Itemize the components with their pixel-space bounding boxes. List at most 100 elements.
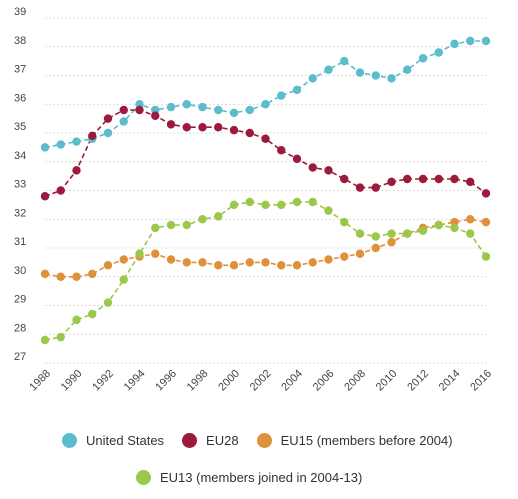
data-point-3-1998 <box>198 215 207 224</box>
data-point-0-1990 <box>72 137 81 146</box>
data-point-3-1992 <box>103 298 113 307</box>
data-point-2-1999 <box>214 261 223 270</box>
data-point-2-2007 <box>340 252 349 261</box>
data-point-2-2004 <box>292 261 302 270</box>
legend-row-2: EU13 (members joined in 2004-13) <box>136 470 380 485</box>
grid-lines <box>45 17 486 364</box>
y-tick-label-27: 27 <box>14 351 26 363</box>
x-tick-label-2006: 2006 <box>311 368 337 394</box>
data-point-3-1995 <box>151 223 160 233</box>
data-point-0-1988 <box>40 143 50 152</box>
series-lines <box>40 36 491 345</box>
data-point-0-1998 <box>198 102 207 112</box>
data-point-1-1992 <box>103 114 113 123</box>
legend-label-united-states: United States <box>86 433 165 448</box>
data-point-0-2005 <box>308 74 317 83</box>
data-point-0-2013 <box>434 48 443 57</box>
data-point-3-2003 <box>277 200 286 210</box>
data-point-2-2010 <box>387 238 396 247</box>
data-point-0-2016 <box>481 36 491 46</box>
data-point-2-1995 <box>151 249 160 258</box>
series-line-0 <box>44 40 486 149</box>
data-point-3-2012 <box>418 226 428 235</box>
y-tick-label-32: 32 <box>14 207 26 219</box>
data-point-2-2009 <box>371 243 380 253</box>
legend-row-1: United States EU28 EU15 (members before … <box>62 433 471 448</box>
legend-label-eu15: EU15 (members before 2004) <box>280 433 453 448</box>
data-point-2-1993 <box>119 255 128 264</box>
data-point-0-2011 <box>403 65 412 74</box>
data-point-2-1991 <box>88 269 97 279</box>
data-point-3-1993 <box>119 275 128 284</box>
data-point-1-1995 <box>151 111 160 120</box>
data-point-1-2001 <box>245 128 254 138</box>
data-point-0-2004 <box>292 85 302 95</box>
x-tick-label-1998: 1998 <box>185 368 211 394</box>
data-point-2-1997 <box>182 258 191 267</box>
x-tick-label-1990: 1990 <box>59 368 85 394</box>
data-point-3-1994 <box>135 249 144 258</box>
data-point-0-2002 <box>261 100 270 109</box>
x-tick-label-2014: 2014 <box>437 368 463 394</box>
data-point-3-2015 <box>466 229 475 238</box>
y-tick-label-35: 35 <box>14 121 26 133</box>
x-tick-label-2012: 2012 <box>405 368 431 394</box>
data-point-1-2000 <box>229 125 239 135</box>
data-point-2-1998 <box>198 258 207 267</box>
data-point-2-2002 <box>261 258 270 267</box>
data-point-0-1992 <box>103 128 113 138</box>
data-point-0-2006 <box>324 65 333 74</box>
data-point-0-2001 <box>245 105 254 115</box>
legend-label-eu13: EU13 (members joined in 2004-13) <box>160 470 363 485</box>
data-point-2-1990 <box>72 272 81 281</box>
data-point-1-1993 <box>119 105 128 115</box>
data-point-1-1990 <box>72 166 81 175</box>
series-line-1 <box>44 109 487 198</box>
data-point-1-2010 <box>387 177 396 187</box>
y-tick-label-38: 38 <box>14 35 26 47</box>
data-point-1-2014 <box>450 174 459 184</box>
data-point-2-1996 <box>166 255 176 264</box>
data-point-1-1999 <box>214 123 223 132</box>
y-tick-label-31: 31 <box>14 236 26 248</box>
y-tick-label-33: 33 <box>14 179 26 191</box>
data-point-3-1999 <box>214 212 223 221</box>
data-point-3-1996 <box>166 220 176 230</box>
x-tick-label-2010: 2010 <box>374 368 400 394</box>
data-point-3-2009 <box>371 232 380 241</box>
data-point-0-2007 <box>340 56 349 66</box>
x-tick-label-2004: 2004 <box>279 368 305 394</box>
x-tick-label-2016: 2016 <box>468 368 494 394</box>
legend-swatch-united-states <box>62 433 77 448</box>
data-point-3-1991 <box>88 309 97 319</box>
data-point-1-1994 <box>135 105 144 115</box>
y-tick-label-34: 34 <box>14 150 26 162</box>
data-point-1-1991 <box>88 131 97 141</box>
legend-swatch-eu15 <box>256 433 272 448</box>
data-point-1-1988 <box>40 192 50 201</box>
data-point-3-2002 <box>261 200 270 210</box>
legend-item-eu15: EU15 (members before 2004) <box>256 433 453 448</box>
data-point-1-2012 <box>418 174 428 184</box>
data-point-2-2000 <box>229 261 239 270</box>
x-tick-label-1996: 1996 <box>153 368 179 394</box>
data-point-0-2010 <box>387 74 396 83</box>
data-point-0-1995 <box>151 105 160 115</box>
data-point-2-2016 <box>481 217 491 227</box>
data-point-3-2005 <box>308 197 317 207</box>
data-point-0-2015 <box>466 36 475 46</box>
data-point-1-2016 <box>481 189 491 198</box>
data-point-1-1998 <box>198 123 207 132</box>
data-point-2-2006 <box>324 255 333 264</box>
data-point-0-1993 <box>119 117 128 126</box>
legend-item-eu13: EU13 (members joined in 2004-13) <box>136 470 362 485</box>
x-tick-label-1988: 1988 <box>27 368 53 394</box>
data-point-3-2000 <box>229 200 239 210</box>
data-point-3-2008 <box>355 229 365 238</box>
data-point-2-2005 <box>308 258 317 267</box>
legend-swatch-eu13 <box>136 470 151 485</box>
data-point-1-2011 <box>403 174 412 184</box>
data-point-0-2008 <box>355 68 365 77</box>
y-tick-label-39: 39 <box>14 6 26 18</box>
